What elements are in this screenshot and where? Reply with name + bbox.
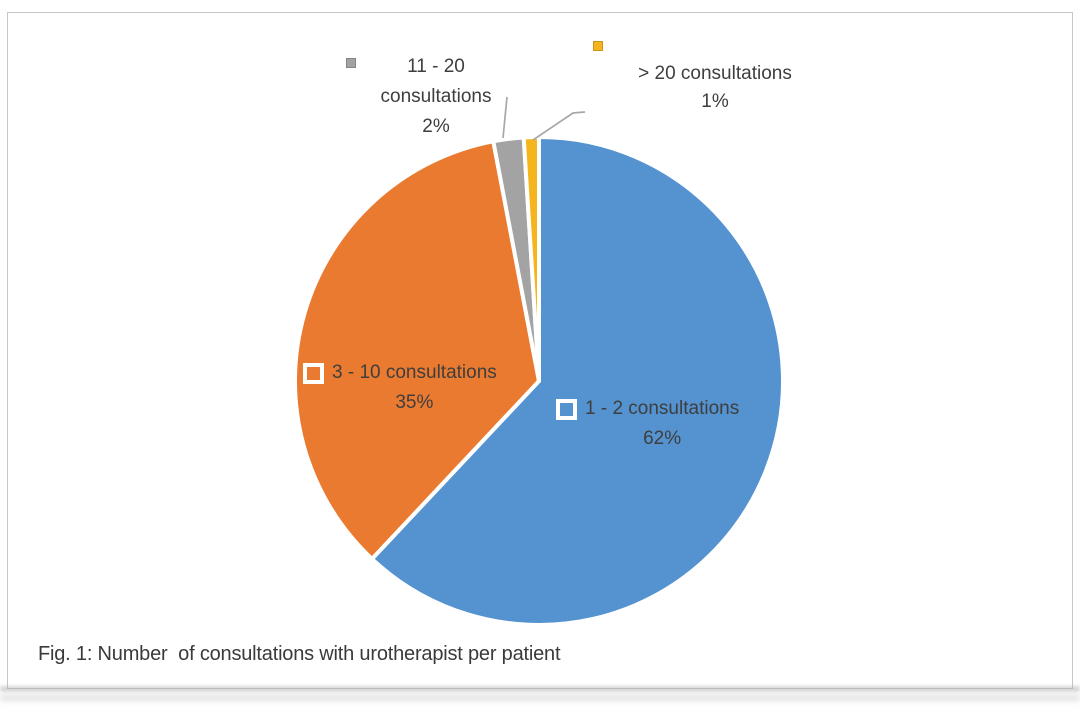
pie-slice-4 <box>521 135 541 383</box>
leader-line-2 <box>532 111 586 141</box>
scan-artifact-line <box>0 695 1080 701</box>
legend-key-icon <box>593 41 603 51</box>
data-label-1-2-consultations: 1 - 2 consultations 62% <box>556 396 739 452</box>
data-label-gt-20-consultations: > 20 consultations 1% <box>612 60 818 116</box>
slice-percent-text: 1% <box>701 91 729 112</box>
slice-percent-text: 62% <box>643 428 682 449</box>
scan-artifact-line <box>0 687 1080 691</box>
data-label-3-10-consultations: 3 - 10 consultations 35% <box>303 360 497 416</box>
legend-key-icon <box>556 398 577 420</box>
slice-label-text: 11 - 20 consultations <box>380 56 492 107</box>
pie-slice-1 <box>370 135 785 627</box>
leader-line-1 <box>502 96 508 139</box>
slice-label-text: 1 - 2 consultations <box>585 398 740 419</box>
slice-percent-text: 2% <box>422 116 450 137</box>
slice-label-text: 3 - 10 consultations <box>332 362 497 383</box>
legend-key-icon <box>303 362 324 384</box>
slice-percent-text: 35% <box>395 392 434 413</box>
legend-key-icon <box>346 58 356 68</box>
pie-slice-2 <box>293 139 541 561</box>
figure-caption: Fig. 1: Number of consultations with uro… <box>38 643 561 665</box>
data-label-11-20-consultations: 11 - 20 consultations 2% <box>363 52 509 141</box>
slice-label-text: > 20 consultations <box>638 63 792 84</box>
